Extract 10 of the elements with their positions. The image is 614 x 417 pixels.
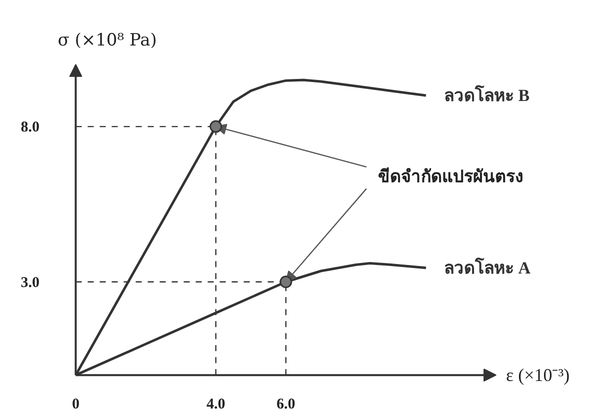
y-tick-label: 8.0 — [20, 120, 40, 136]
x-tick-label: 4.0 — [206, 396, 226, 412]
x-tick-label: 0 — [72, 396, 80, 412]
annotation: ขีดจำกัดแปรผันตรง — [378, 166, 523, 186]
y-axis-title: σ (×10⁸ Pa) — [58, 30, 157, 50]
y-tick-label: 3.0 — [20, 274, 40, 291]
series-label: ลวดโลหะ B — [444, 84, 530, 105]
x-tick-label: 6.0 — [276, 396, 296, 412]
series-label: ลวดโลหะ A — [444, 257, 532, 278]
x-axis-title: ε (×10⁻³) — [506, 365, 570, 386]
